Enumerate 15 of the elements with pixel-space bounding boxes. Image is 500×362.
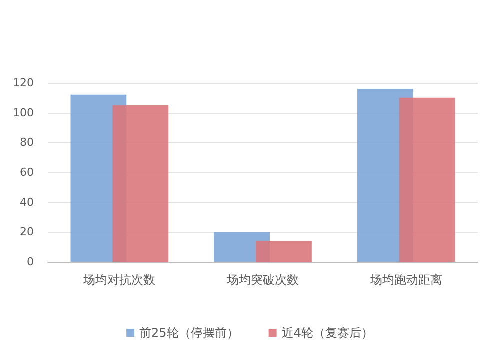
bar <box>112 105 169 262</box>
legend-label: 近4轮（复赛后） <box>282 326 374 340</box>
y-tick-label: 100 <box>13 106 34 120</box>
y-tick-label: 60 <box>20 166 34 179</box>
y-tick-label: 40 <box>20 196 34 209</box>
bar <box>256 241 312 262</box>
legend-label: 前25轮（停摆前） <box>140 326 239 340</box>
y-tick-label: 20 <box>20 226 34 239</box>
x-tick-label: 场均突破次数 <box>226 273 299 287</box>
x-tick-label: 场均对抗次数 <box>82 273 156 287</box>
y-tick-label: 80 <box>20 136 34 150</box>
y-tick-label: 120 <box>13 76 34 90</box>
x-tick-label: 场均跑动距离 <box>369 273 442 287</box>
bar <box>399 98 456 262</box>
y-tick-label: 0 <box>27 256 34 268</box>
